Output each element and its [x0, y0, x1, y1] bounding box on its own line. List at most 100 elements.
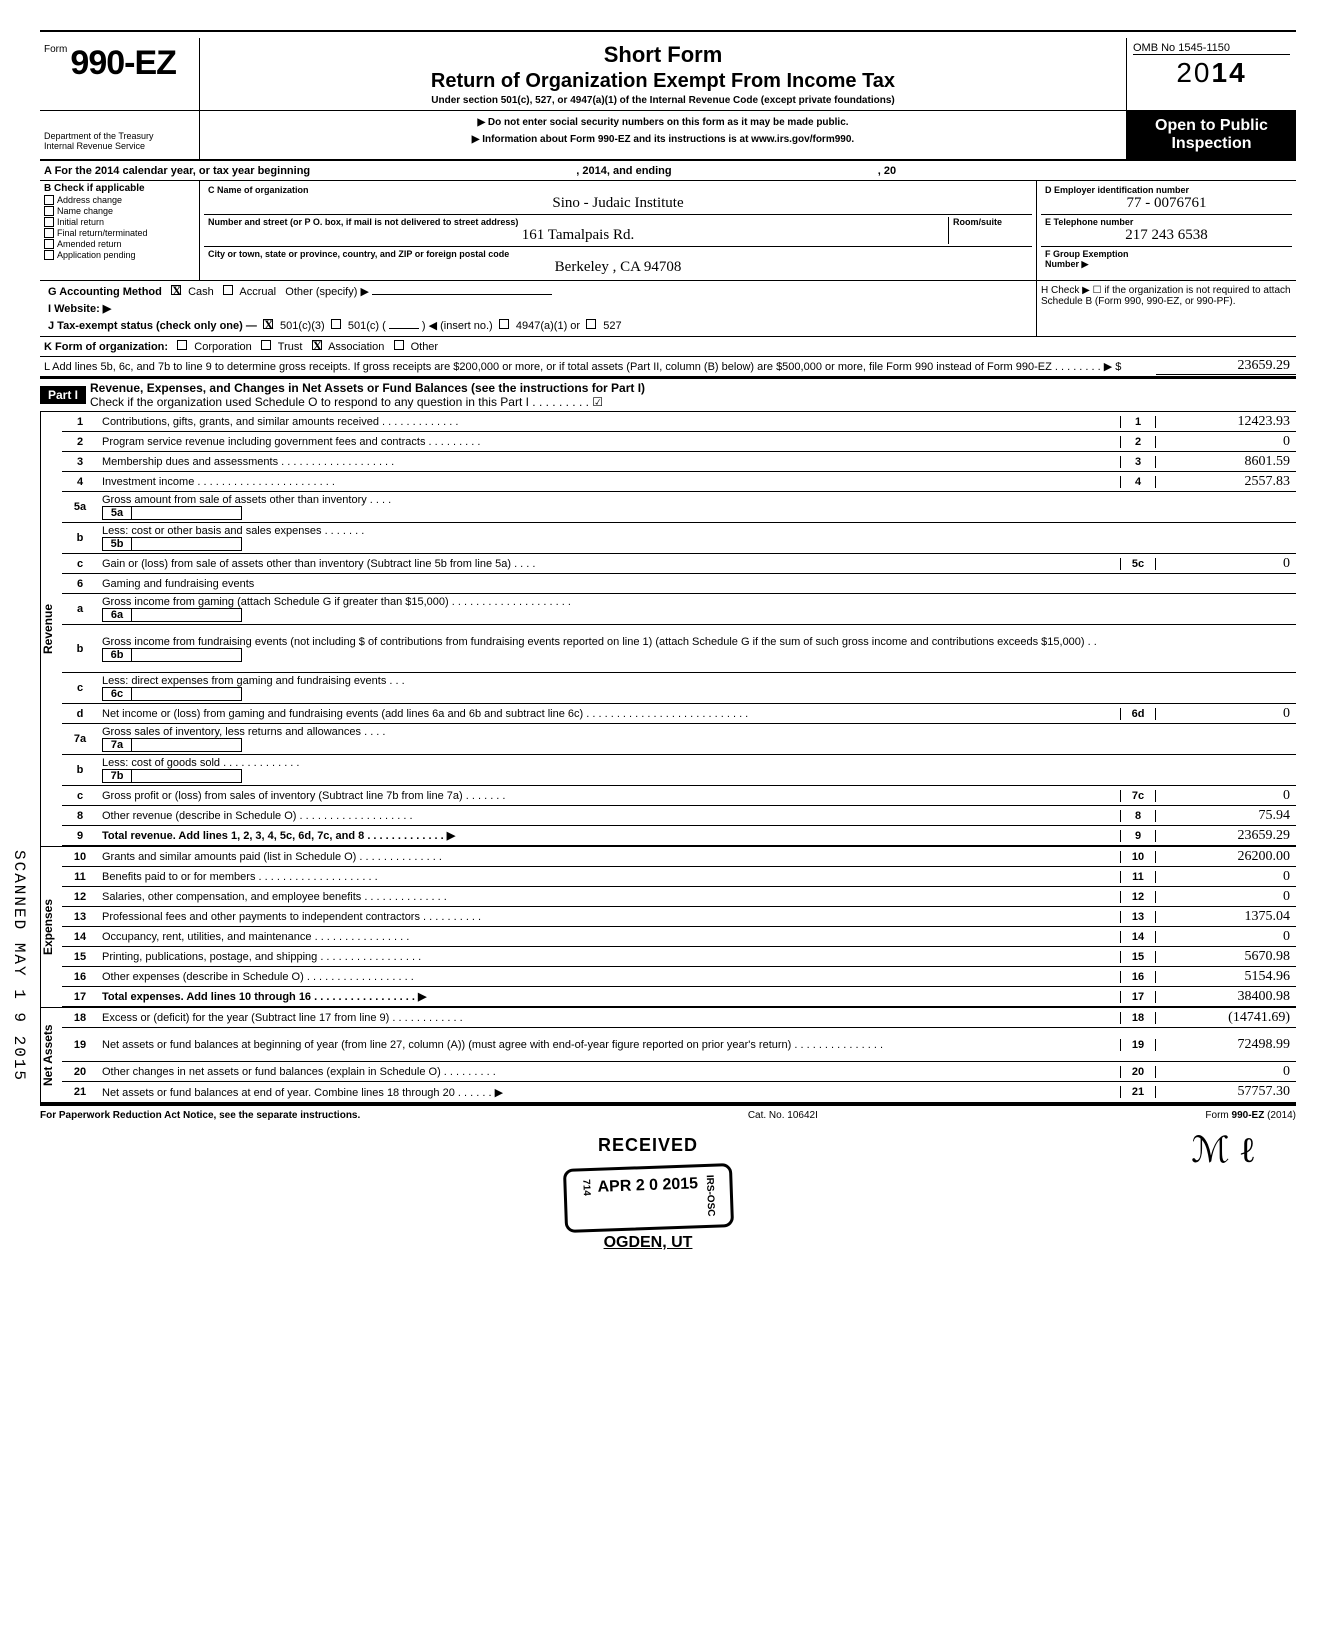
- chk-final[interactable]: [44, 228, 54, 238]
- row-gh: G Accounting Method Cash Accrual Other (…: [40, 281, 1296, 337]
- subamt-7b: [132, 769, 242, 783]
- part1-header: Part I Revenue, Expenses, and Changes in…: [40, 377, 1296, 412]
- footer-right: Form 990-EZ (2014): [1205, 1110, 1296, 1121]
- subamt-7a: [132, 738, 242, 752]
- chk-501c3[interactable]: [263, 319, 273, 329]
- accrual-label: Accrual: [239, 286, 276, 298]
- stamp-num: 714: [580, 1179, 592, 1196]
- desc-6c: Less: direct expenses from gaming and fu…: [102, 675, 405, 687]
- desc-7c: Gross profit or (loss) from sales of inv…: [98, 788, 1120, 804]
- ln-12: 12: [62, 891, 98, 903]
- nc-1: 1: [1120, 416, 1156, 428]
- j-label: J Tax-exempt status (check only one) —: [48, 320, 257, 332]
- ln-1: 1: [62, 416, 98, 428]
- chk-name[interactable]: [44, 206, 54, 216]
- ln-6c: c: [62, 682, 98, 694]
- j-4947-label: 4947(a)(1) or: [516, 320, 580, 332]
- nc-12: 12: [1120, 891, 1156, 903]
- desc-19: Net assets or fund balances at beginning…: [98, 1037, 1120, 1053]
- desc-6a: Gross income from gaming (attach Schedul…: [102, 596, 571, 608]
- desc-21: Net assets or fund balances at end of ye…: [98, 1084, 1120, 1101]
- nc-11: 11: [1120, 871, 1156, 883]
- ln-3: 3: [62, 456, 98, 468]
- sub-6c: 6c: [102, 687, 132, 701]
- desc-16: Other expenses (describe in Schedule O) …: [98, 969, 1120, 985]
- nc-21: 21: [1120, 1086, 1156, 1098]
- chk-amended[interactable]: [44, 239, 54, 249]
- expenses-section: Expenses 10Grants and similar amounts pa…: [40, 847, 1296, 1008]
- arrow-2: ▶ Information about Form 990-EZ and its …: [472, 134, 854, 145]
- chk-initial[interactable]: [44, 217, 54, 227]
- short-form-label: Short Form: [206, 42, 1120, 68]
- l-text: L Add lines 5b, 6c, and 7b to line 9 to …: [44, 361, 1121, 373]
- ln-5b: b: [62, 532, 98, 544]
- arrow-1: ▶ Do not enter social security numbers o…: [477, 117, 848, 128]
- chk-4947[interactable]: [499, 319, 509, 329]
- chk-501c[interactable]: [331, 319, 341, 329]
- nc-10: 10: [1120, 851, 1156, 863]
- desc-7a: Gross sales of inventory, less returns a…: [102, 726, 385, 738]
- chk-corp[interactable]: [177, 340, 187, 350]
- chk-trust[interactable]: [261, 340, 271, 350]
- amt-10: 26200.00: [1156, 849, 1296, 865]
- col-b-title: B Check if applicable: [44, 183, 195, 194]
- label-group: F Group Exemption: [1045, 249, 1288, 259]
- line-a: A For the 2014 calendar year, or tax yea…: [40, 161, 1296, 181]
- j-insert-label: ) ◀ (insert no.): [422, 320, 493, 332]
- desc-15: Printing, publications, postage, and shi…: [98, 949, 1120, 965]
- nc-20: 20: [1120, 1066, 1156, 1078]
- netassets-vlabel: Net Assets: [40, 1008, 62, 1102]
- header-row-1: Form 990-EZ Short Form Return of Organiz…: [40, 38, 1296, 111]
- ln-11: 11: [62, 871, 98, 883]
- chk-address[interactable]: [44, 195, 54, 205]
- ln-7a: 7a: [62, 733, 98, 745]
- amt-20: 0: [1156, 1064, 1296, 1080]
- chk-pending[interactable]: [44, 250, 54, 260]
- amt-8: 75.94: [1156, 808, 1296, 824]
- ln-16: 16: [62, 971, 98, 983]
- desc-4: Investment income . . . . . . . . . . . …: [98, 474, 1120, 490]
- chk-cash[interactable]: [171, 285, 181, 295]
- ln-10: 10: [62, 851, 98, 863]
- ln-4: 4: [62, 476, 98, 488]
- chk-assoc[interactable]: [312, 340, 322, 350]
- ln-7b: b: [62, 764, 98, 776]
- amt-19: 72498.99: [1156, 1037, 1296, 1053]
- subamt-6b: [132, 648, 242, 662]
- label-room: Room/suite: [953, 217, 1028, 227]
- col-de: D Employer identification number 77 - 00…: [1036, 181, 1296, 280]
- other-label: Other (specify) ▶: [285, 286, 369, 298]
- label-ein: D Employer identification number: [1045, 185, 1288, 195]
- chk-address-label: Address change: [57, 195, 122, 205]
- desc-5c: Gain or (loss) from sale of assets other…: [98, 556, 1120, 572]
- amt-2: 0: [1156, 434, 1296, 450]
- l-amount: 23659.29: [1156, 358, 1296, 375]
- nc-18: 18: [1120, 1012, 1156, 1024]
- top-rule: [40, 30, 1296, 32]
- nc-3: 3: [1120, 456, 1156, 468]
- amt-4: 2557.83: [1156, 474, 1296, 490]
- desc-11: Benefits paid to or for members . . . . …: [98, 869, 1120, 885]
- desc-8: Other revenue (describe in Schedule O) .…: [98, 808, 1120, 824]
- footer-cat: Cat. No. 10642I: [748, 1110, 818, 1121]
- footer-left: For Paperwork Reduction Act Notice, see …: [40, 1110, 360, 1121]
- nc-17: 17: [1120, 991, 1156, 1003]
- chk-other[interactable]: [394, 340, 404, 350]
- part1-label: Part I: [40, 386, 86, 404]
- dept-cell: Department of the Treasury Internal Reve…: [40, 111, 200, 159]
- org-addr: 161 Tamalpais Rd.: [208, 227, 948, 244]
- year-box: 2014: [1133, 54, 1290, 89]
- desc-5b: Less: cost or other basis and sales expe…: [102, 525, 364, 537]
- chk-527[interactable]: [586, 319, 596, 329]
- desc-10: Grants and similar amounts paid (list in…: [98, 849, 1120, 865]
- sub-6a: 6a: [102, 608, 132, 622]
- ln-21: 21: [62, 1086, 98, 1098]
- amt-14: 0: [1156, 929, 1296, 945]
- desc-6b: Gross income from fundraising events (no…: [102, 636, 1097, 648]
- form-number: 990-EZ: [70, 44, 176, 82]
- nc-15: 15: [1120, 951, 1156, 963]
- ln-6a: a: [62, 603, 98, 615]
- chk-accrual[interactable]: [223, 285, 233, 295]
- desc-9: Total revenue. Add lines 1, 2, 3, 4, 5c,…: [98, 827, 1120, 844]
- tel-value: 217 243 6538: [1045, 227, 1288, 244]
